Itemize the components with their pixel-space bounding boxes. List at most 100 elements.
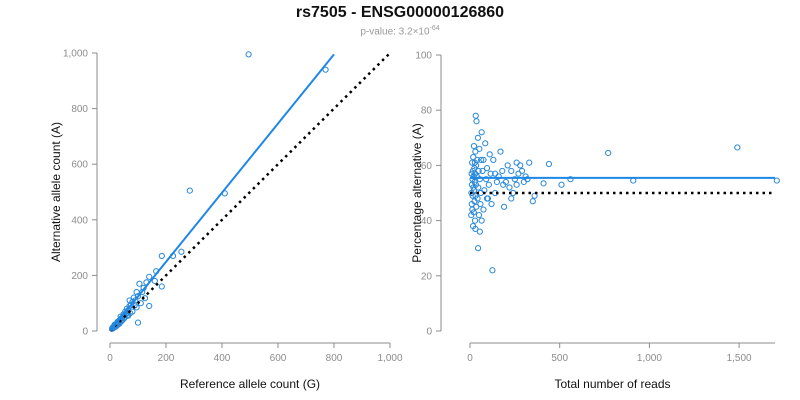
x-tick-label: 500 [551,353,568,364]
data-point [500,203,508,210]
panel-1: 0 200 400 600 800 1,000 0 200 400 600 800 1,000 Refe… [49,49,403,392]
data-point [487,170,494,177]
data-point [146,273,153,280]
data-point [506,184,513,191]
data-point [158,283,165,290]
data-point [471,217,479,224]
data-point [127,301,135,308]
y-tick-label: 20 [421,271,433,282]
x-tick-label: 1,000 [637,353,662,364]
data-point [473,118,480,125]
data-point [540,180,547,187]
data-point [773,177,780,184]
x-axis-label: Reference allele count (G) [180,377,320,391]
panel-2: 0 500 1,000 1,500 0 20 40 60 80 100 Total number o… [410,51,780,391]
data-point [178,248,185,255]
data-point [520,178,527,186]
data-point [499,167,506,175]
data-point [186,187,193,194]
data-point [545,160,553,168]
x-tick-label: 400 [214,353,231,364]
data-point [518,167,526,175]
data-point [469,159,476,166]
y-tick-label: 0 [426,327,432,338]
data-point [497,148,504,155]
y-tick-label: 1,000 [63,49,88,60]
data-point [558,181,565,188]
y-axis-label: Percentage alternative (A) [410,123,424,262]
data-point [468,189,475,197]
data-point [133,288,140,296]
data-point [531,192,538,199]
data-point [734,144,741,151]
data-point [127,310,134,317]
x-axis-label: Total number of reads [554,377,670,391]
data-point [492,170,499,177]
subtitle-exponent: -64 [429,25,440,32]
y-tick-label: 60 [421,161,433,172]
data-point [468,211,475,219]
data-point [134,319,142,326]
y-tick-label: 600 [71,160,88,171]
y-tick-label: 400 [71,215,88,226]
data-point [472,192,479,199]
data-point [567,176,574,183]
y-tick-label: 100 [415,51,432,62]
y-axis-label: Alternative allele count (A) [49,122,63,262]
data-point [470,154,477,161]
y-tick-label: 80 [421,106,433,117]
data-point [524,176,531,183]
data-point [472,112,479,119]
chart-title: rs7505 - ENSG00000126860 [295,4,505,21]
x-tick-label: 0 [467,353,473,364]
data-point [500,181,507,188]
x-tick-label: 0 [107,353,113,364]
data-point [474,134,481,141]
data-point [490,156,497,163]
data-point [480,206,487,213]
data-point [151,277,158,285]
data-point [511,176,518,183]
data-point [483,165,491,172]
data-point [475,211,483,219]
data-point [508,195,515,202]
data-point [488,200,495,208]
data-point [489,267,496,274]
y-tick-label: 200 [71,271,88,282]
data-point [480,156,487,163]
data-point [472,225,479,232]
data-point [478,129,485,136]
data-point [513,159,520,166]
chart-subtitle: p-value: 3.2×10-64 [0,25,800,37]
data-point [493,178,501,186]
data-point [468,170,475,177]
data-point [605,149,612,157]
data-point [322,66,329,73]
data-point [136,280,143,287]
data-point [486,151,493,158]
data-point [508,167,515,175]
data-point [517,162,524,169]
data-point [483,176,490,183]
data-point [245,51,252,58]
y-tick-label: 0 [82,327,88,338]
data-point [478,156,485,163]
data-point [477,200,484,208]
data-point [513,181,520,188]
x-tick-label: 1,000 [377,353,402,364]
data-point [146,302,153,310]
y-tick-label: 800 [71,104,88,115]
data-point [158,252,165,260]
data-point [474,245,482,252]
x-tick-label: 200 [158,353,175,364]
data-point [476,228,483,235]
data-point [468,200,475,208]
data-point [482,140,489,147]
subtitle-text: p-value: 3.2×10 [360,26,430,38]
x-tick-label: 600 [270,353,287,364]
data-point [470,142,478,150]
data-point [479,167,486,175]
data-point [504,162,511,169]
